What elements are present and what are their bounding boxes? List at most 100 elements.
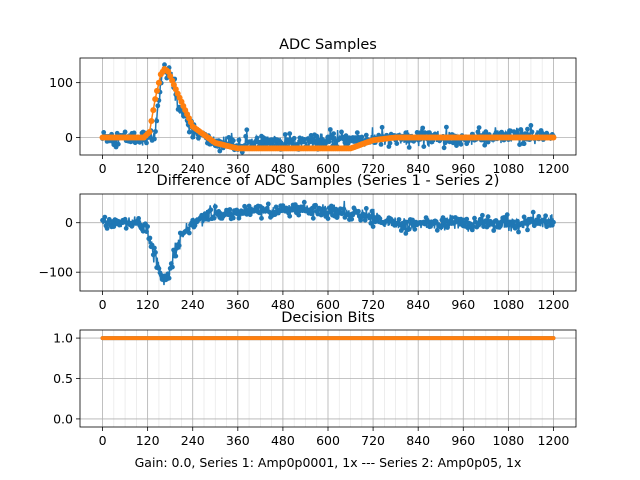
data-point [531,223,537,229]
data-point [162,62,167,68]
data-point [254,135,260,141]
data-point [122,216,128,222]
x-tick-label: 0 [99,433,107,448]
data-point [412,226,418,232]
data-point [243,133,249,139]
data-point [291,135,297,141]
data-point [529,129,535,135]
data-point [550,134,557,141]
data-point [102,214,108,220]
x-tick-label: 480 [271,433,295,448]
data-point [363,132,369,138]
data-point [434,227,440,233]
x-tick-label: 240 [181,161,205,176]
data-point [246,203,252,209]
data-point [396,217,402,222]
data-point [440,215,446,221]
y-tick-label: 0.0 [53,411,73,426]
data-point [265,201,271,207]
series-series-2 [99,66,557,152]
data-point [101,130,107,135]
data-point [518,127,524,132]
data-point [331,131,336,137]
data-point [521,141,527,147]
x-tick-label: 0 [99,161,107,176]
data-point [477,216,483,222]
data-point [484,224,490,230]
data-point [148,118,155,124]
x-tick-label: 840 [406,297,430,312]
x-tick-label: 960 [451,297,475,312]
data-point [542,217,547,222]
data-point [354,130,360,136]
data-point [515,218,520,224]
data-point [282,132,288,137]
panel-difference: Difference of ADC Samples (Series 1 - Se… [39,173,577,312]
data-point [152,96,159,103]
data-point [136,216,142,221]
data-point [287,131,293,137]
data-point [378,142,384,147]
data-point [525,126,530,132]
data-point [150,107,157,114]
chart-title: Decision Bits [281,310,375,326]
data-point [212,204,218,210]
data-point [369,208,375,214]
x-tick-label: 840 [406,433,430,448]
series-markers [100,199,556,283]
data-point [128,139,134,145]
data-point [339,129,344,135]
data-point [438,224,444,230]
x-tick-label: 1080 [492,161,524,176]
y-tick-label: −100 [39,265,73,280]
data-point [115,141,121,147]
data-point [122,129,128,135]
data-point [521,214,527,220]
data-point [123,225,129,231]
data-point [226,135,232,140]
data-point [301,199,307,205]
x-axis-label: Gain: 0.0, Series 1: Amp0p0001, 1x --- S… [135,455,522,470]
data-point [227,207,233,212]
data-point [314,133,320,139]
data-point [329,203,334,209]
data-point [528,123,534,128]
y-tick-label: 0 [65,130,73,145]
data-point [491,228,497,233]
axes-frame [79,329,577,428]
data-point [428,224,433,229]
data-point [403,130,409,136]
panel-adc-samples: ADC Samples 0 120 240 360 480 600 720 840 960 108… [49,37,577,176]
x-tick-label: 960 [451,433,475,448]
data-point [308,211,314,217]
data-point [274,137,280,143]
data-point [406,226,412,232]
data-point [111,224,117,230]
data-point [155,79,162,86]
data-point [525,227,530,233]
data-point [147,235,153,241]
data-point [153,250,158,255]
data-point [499,219,504,225]
data-point [441,145,447,151]
x-tick-label: 1080 [492,297,524,312]
x-tick-label: 360 [226,297,250,312]
data-point [510,219,516,225]
data-point [256,210,262,216]
data-point [234,207,240,213]
series-series-1-series-2 [100,199,556,286]
x-tick-label: 120 [136,433,160,448]
data-point [236,137,242,143]
data-point [259,215,264,221]
x-tick-label: 1200 [538,297,570,312]
data-point [144,229,149,235]
series-markers [99,66,557,152]
data-point [300,204,306,210]
data-point [267,209,272,215]
data-point [327,127,333,132]
panel-decision-bits: Decision Bits 0 120 240 360 480 600 720 840 960 1… [53,310,577,448]
data-point [208,207,214,213]
x-tick-label: 240 [181,433,205,448]
y-tick-label: 1.0 [53,331,73,346]
